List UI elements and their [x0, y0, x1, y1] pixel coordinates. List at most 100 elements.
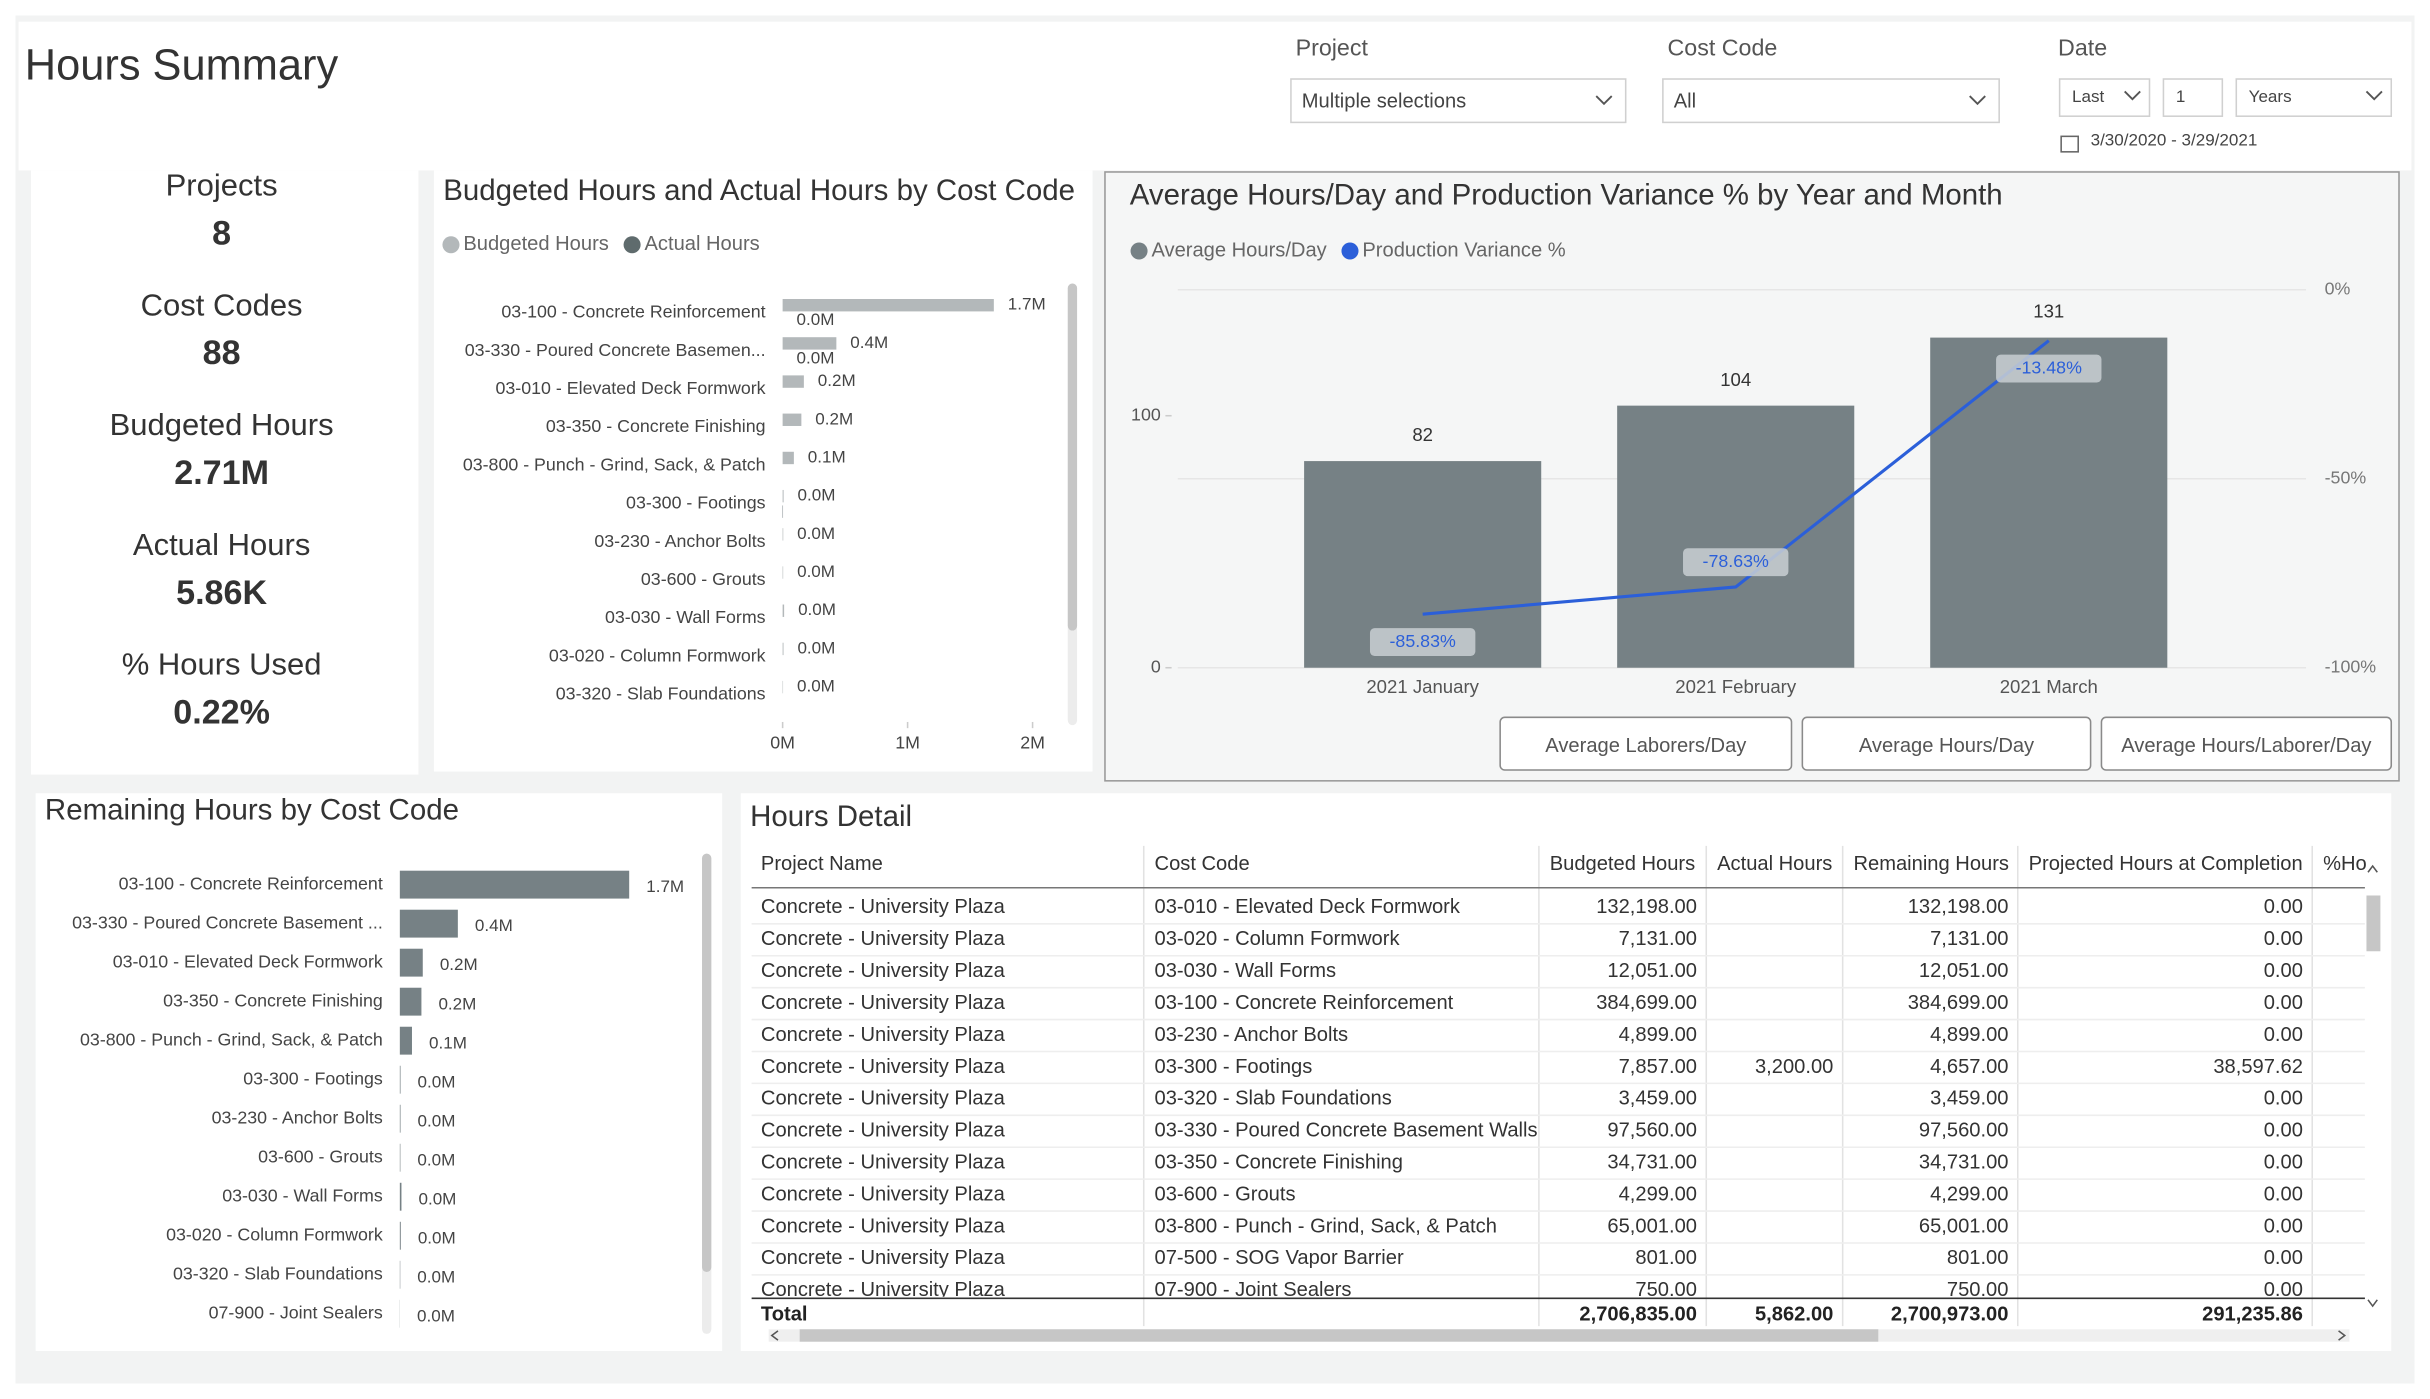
table-cell: Concrete - University Plaza [761, 1183, 1006, 1205]
v-scrollbar-thumb[interactable] [2366, 895, 2381, 952]
table-cell: 3,200.00 [1755, 1056, 1833, 1078]
date-unit-dropdown-value[interactable]: Years [2249, 87, 2292, 106]
table-panel [740, 793, 2392, 1351]
date-count-input-value[interactable]: 1 [2176, 87, 2185, 106]
toggle-button-label[interactable]: Average Laborers/Day [1545, 735, 1747, 757]
bar [399, 1221, 401, 1250]
scrollbar-thumb[interactable] [702, 853, 712, 1272]
table-cell: Concrete - University Plaza [761, 928, 1006, 950]
header-panel [18, 21, 2412, 171]
table-cell: 07-500 - SOG Vapor Barrier [1155, 1247, 1404, 1269]
date-unit-dropdown[interactable] [2235, 78, 2393, 117]
table-cell: 03-030 - Wall Forms [1155, 960, 1337, 982]
date-period-dropdown-value[interactable]: Last [2072, 87, 2104, 106]
scroll-down[interactable] [2367, 1299, 2378, 1308]
bar [782, 604, 785, 617]
data-label: 131 [2033, 301, 2064, 322]
table-cell: 0.00 [2264, 1088, 2303, 1110]
project-dropdown-value[interactable]: Multiple selections [1302, 91, 1466, 113]
y-tick-label: 03-330 - Poured Concrete Basement ... [72, 912, 383, 932]
table-cell: 03-600 - Grouts [1155, 1183, 1296, 1205]
date-count-input[interactable] [2162, 78, 2224, 117]
table-cell: 4,299.00 [1930, 1183, 2008, 1205]
table-cell: 0.00 [2264, 1024, 2303, 1046]
table-cell: 38,597.62 [2213, 1056, 2303, 1078]
data-label: 104 [1720, 369, 1751, 390]
scroll-left[interactable] [770, 1330, 779, 1341]
project-dropdown-box[interactable] [1290, 78, 1627, 124]
toggle-button[interactable] [2100, 716, 2393, 771]
data-label: 0.0M [797, 677, 835, 696]
data-label-bg [1683, 548, 1789, 577]
data-label: 0.1M [429, 1033, 467, 1052]
table-cell: Concrete - University Plaza [761, 1024, 1006, 1046]
scrollbar-thumb[interactable] [1067, 283, 1078, 631]
column-header: Projected Hours at Completion [2029, 853, 2303, 875]
table-cell: 12,051.00 [1919, 960, 2009, 982]
y-tick-label: 03-230 - Anchor Bolts [594, 531, 765, 551]
data-label: 0.0M [797, 638, 835, 657]
legend-swatch [1130, 242, 1148, 260]
cost-code-dropdown-value[interactable]: All [1674, 91, 1696, 113]
table-cell: 0.00 [2264, 992, 2303, 1014]
filter-label: Cost Code [1668, 35, 1778, 61]
y-tick-label: 03-300 - Footings [243, 1068, 383, 1088]
toggle-button-label[interactable]: Average Hours/Laborer/Day [2121, 735, 2372, 757]
table-cell: 0.00 [2264, 1247, 2303, 1269]
bar [782, 299, 994, 312]
kpi-value: 0.22% [173, 694, 270, 732]
y-tick-label: 03-600 - Grouts [641, 569, 766, 589]
table-cell: 03-010 - Elevated Deck Formwork [1155, 896, 1461, 918]
bar [399, 987, 422, 1016]
table-cell: Concrete - University Plaza [761, 1056, 1006, 1078]
scroll-right[interactable] [2338, 1330, 2347, 1341]
toggle-button-label[interactable]: Average Hours/Day [1859, 735, 2035, 757]
column-header: Budgeted Hours [1550, 853, 1695, 875]
data-label: 0.0M [418, 1072, 456, 1091]
bar [399, 1182, 402, 1211]
project-dropdown[interactable]: Multiple selections [1290, 78, 1627, 124]
legend-label: Average Hours/Day [1151, 239, 1327, 261]
table-cell: Concrete - University Plaza [761, 960, 1006, 982]
kpi-value: 5.86K [176, 574, 267, 612]
data-label: 0.4M [850, 333, 888, 352]
bar [782, 528, 784, 541]
table-cell: 4,299.00 [1619, 1183, 1697, 1205]
data-label: 0.2M [438, 994, 476, 1013]
cost-code-dropdown[interactable]: All [1662, 78, 2000, 124]
toggle-button[interactable] [1801, 716, 2092, 771]
y-tick-label: 03-350 - Concrete Finishing [163, 990, 383, 1010]
data-label: 0.0M [798, 600, 836, 619]
table-cell: 07-900 - Joint Sealers [1155, 1279, 1352, 1301]
bar [399, 909, 458, 938]
column-header: %Ho [2323, 853, 2367, 875]
data-label: 82 [1412, 424, 1433, 445]
table-cell: 4,899.00 [1619, 1024, 1697, 1046]
bar [782, 566, 784, 579]
table-cell: 7,857.00 [1619, 1056, 1697, 1078]
data-label: 0.0M [417, 1267, 455, 1286]
kpi-label: % Hours Used [122, 647, 322, 682]
data-label: 0.0M [418, 1228, 456, 1247]
y-tick-label: 0 [1151, 656, 1161, 676]
h-scrollbar-thumb[interactable] [799, 1329, 1879, 1342]
y-tick-label: 07-900 - Joint Sealers [209, 1302, 383, 1322]
kpi-panel [30, 170, 419, 775]
cost-code-dropdown-box[interactable] [1662, 78, 2000, 124]
data-label: 0.0M [797, 348, 835, 367]
table-cell: 03-100 - Concrete Reinforcement [1155, 992, 1454, 1014]
bar [399, 1026, 412, 1055]
scroll-up[interactable] [2367, 864, 2378, 873]
kpi-label: Cost Codes [141, 287, 303, 322]
chevron-icon [1969, 95, 1986, 106]
total-cell: 2,706,835.00 [1579, 1304, 1697, 1326]
bar [399, 870, 630, 899]
table-cell: Concrete - University Plaza [761, 1152, 1006, 1174]
filter-label: Date [2058, 35, 2107, 61]
data-label: 0.0M [417, 1306, 455, 1325]
table-cell: 0.00 [2264, 960, 2303, 982]
table-title: Hours Detail [750, 800, 912, 833]
table-cell: 34,731.00 [1919, 1152, 2009, 1174]
toggle-button[interactable] [1499, 716, 1793, 771]
data-label-bg [1996, 354, 2102, 383]
